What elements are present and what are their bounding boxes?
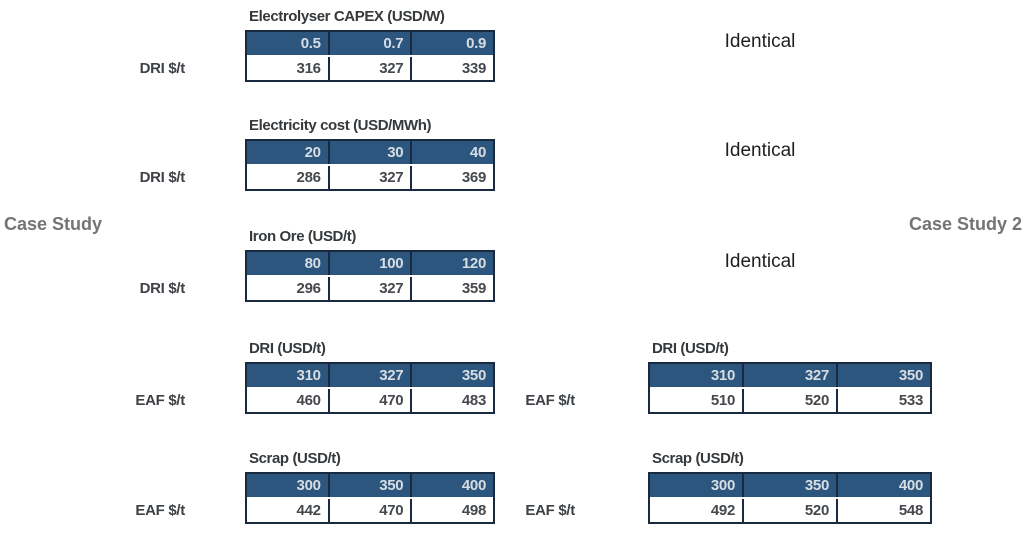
table-title: DRI (USD/t): [249, 340, 326, 357]
header-cell: 400: [836, 474, 930, 497]
value-cell: 327: [327, 57, 411, 80]
value-cell: 492: [710, 502, 735, 519]
table-header-row: 300 350 400: [650, 474, 930, 499]
header-cell: 350: [327, 474, 411, 497]
case-study-2-label: Case Study 2: [908, 214, 1022, 234]
table-title: Scrap (USD/t): [249, 450, 341, 467]
table-value-row: 296 327 359: [247, 277, 493, 300]
header-cell: 300: [710, 477, 735, 494]
header-cell: 20: [304, 144, 321, 161]
value-cell: 483: [410, 389, 493, 412]
sensitivity-table: 80 100 120 296 327 359: [245, 250, 495, 302]
value-cell: 460: [296, 392, 321, 409]
value-cell: 520: [742, 499, 836, 522]
table-header-row: 0.5 0.7 0.9: [247, 32, 493, 57]
value-cell: 533: [836, 389, 930, 412]
value-cell: 520: [742, 389, 836, 412]
table-header-row: 310 327 350: [650, 364, 930, 389]
value-cell: 327: [327, 166, 411, 189]
table-header-row: 300 350 400: [247, 474, 493, 499]
header-cell: 40: [410, 141, 493, 164]
table-header-row: 80 100 120: [247, 252, 493, 277]
value-cell: 316: [296, 60, 321, 77]
header-cell: 310: [710, 367, 735, 384]
header-cell: 0.5: [300, 35, 321, 52]
identical-label: Identical: [724, 251, 796, 272]
row-label: EAF $/t: [135, 392, 185, 409]
value-cell: 442: [296, 502, 321, 519]
table-value-row: 316 327 339: [247, 57, 493, 80]
header-cell: 100: [327, 252, 411, 275]
case-study-1-label: Case Study 1: [4, 214, 108, 234]
header-cell: 350: [410, 364, 493, 387]
row-label: EAF $/t: [525, 392, 575, 409]
header-cell: 310: [296, 367, 321, 384]
value-cell: 470: [327, 499, 411, 522]
header-cell: 0.9: [410, 32, 493, 55]
table-value-row: 460 470 483: [247, 389, 493, 412]
value-cell: 470: [327, 389, 411, 412]
value-cell: 296: [296, 280, 321, 297]
header-cell: 327: [742, 364, 836, 387]
sensitivity-table: 0.5 0.7 0.9 316 327 339: [245, 30, 495, 82]
value-cell: 286: [296, 169, 321, 186]
header-cell: 300: [296, 477, 321, 494]
identical-label: Identical: [724, 31, 796, 52]
value-cell: 498: [410, 499, 493, 522]
sensitivity-table: 20 30 40 286 327 369: [245, 139, 495, 191]
table-value-row: 442 470 498: [247, 499, 493, 522]
sensitivity-table: 300 350 400 492 520 548: [648, 472, 932, 524]
header-cell: 327: [327, 364, 411, 387]
table-title: DRI (USD/t): [652, 340, 729, 357]
header-cell: 400: [410, 474, 493, 497]
value-cell: 548: [836, 499, 930, 522]
header-cell: 80: [304, 255, 321, 272]
value-cell: 510: [710, 392, 735, 409]
row-label: EAF $/t: [525, 502, 575, 519]
header-cell: 350: [836, 364, 930, 387]
sensitivity-table: 300 350 400 442 470 498: [245, 472, 495, 524]
table-title: Electrolyser CAPEX (USD/W): [249, 8, 445, 25]
sensitivity-table: 310 327 350 510 520 533: [648, 362, 932, 414]
table-header-row: 20 30 40: [247, 141, 493, 166]
header-cell: 120: [410, 252, 493, 275]
row-label: DRI $/t: [139, 60, 186, 77]
sensitivity-table: 310 327 350 460 470 483: [245, 362, 495, 414]
table-value-row: 286 327 369: [247, 166, 493, 189]
row-label: DRI $/t: [139, 280, 186, 297]
table-value-row: 510 520 533: [650, 389, 930, 412]
table-value-row: 492 520 548: [650, 499, 930, 522]
value-cell: 327: [327, 277, 411, 300]
table-title: Iron Ore (USD/t): [249, 228, 356, 245]
header-cell: 30: [327, 141, 411, 164]
identical-label: Identical: [724, 140, 796, 161]
table-title: Electricity cost (USD/MWh): [249, 117, 432, 134]
value-cell: 339: [410, 57, 493, 80]
row-label: EAF $/t: [135, 502, 185, 519]
header-cell: 350: [742, 474, 836, 497]
value-cell: 369: [410, 166, 493, 189]
row-label: DRI $/t: [139, 169, 186, 186]
value-cell: 359: [410, 277, 493, 300]
table-title: Scrap (USD/t): [652, 450, 744, 467]
header-cell: 0.7: [327, 32, 411, 55]
table-header-row: 310 327 350: [247, 364, 493, 389]
